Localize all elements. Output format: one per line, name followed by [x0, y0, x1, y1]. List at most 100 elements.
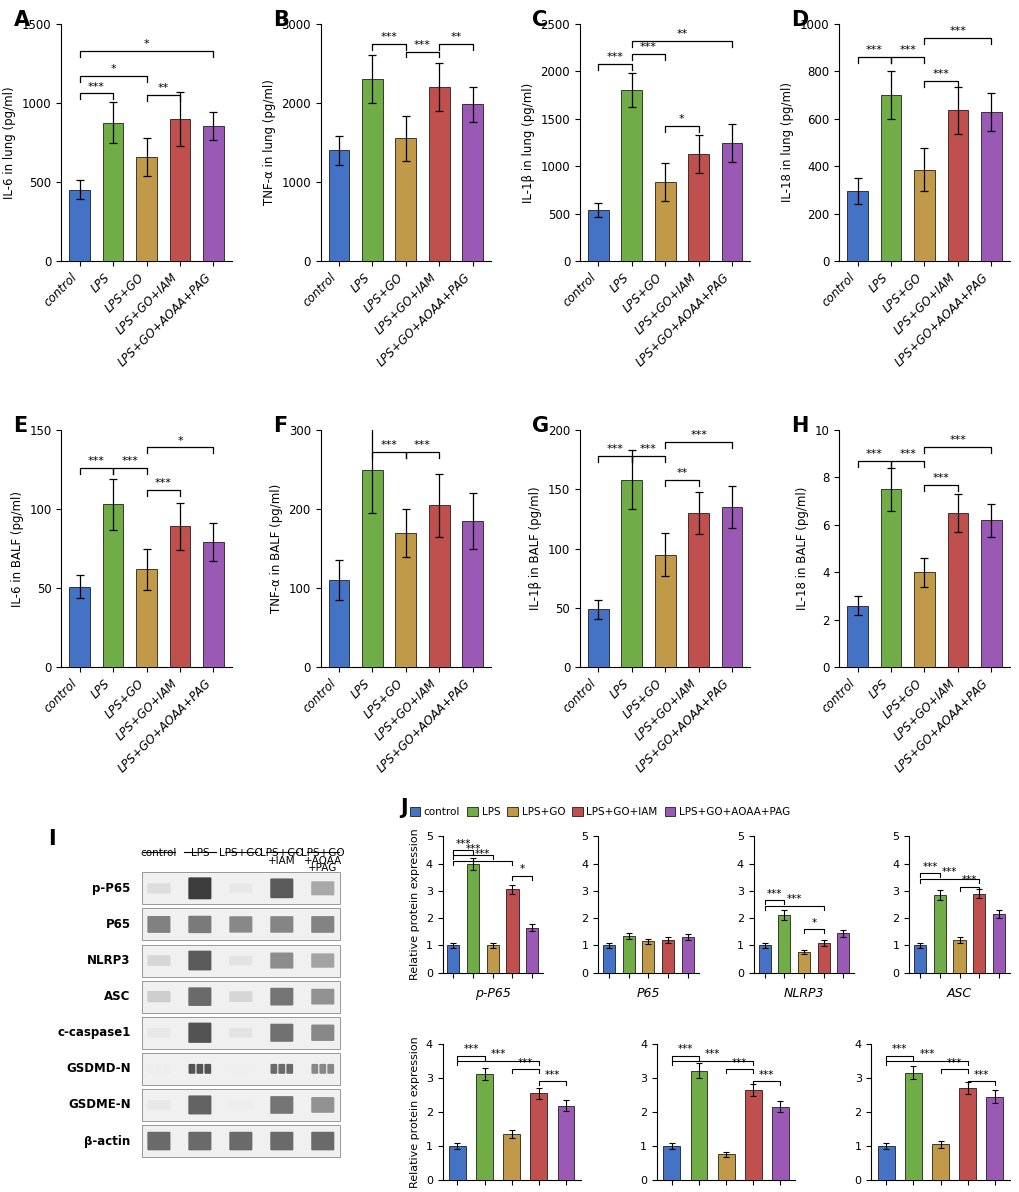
Text: H: H [791, 416, 808, 436]
Bar [662, 1146, 680, 1180]
Text: J: J [400, 797, 408, 818]
Bar [654, 554, 675, 668]
Text: ***: *** [704, 1049, 719, 1060]
Bar [688, 154, 708, 261]
FancyBboxPatch shape [229, 1131, 252, 1150]
FancyBboxPatch shape [327, 1064, 334, 1074]
Bar [103, 504, 123, 668]
Text: B: B [272, 10, 288, 30]
Bar [771, 1106, 788, 1180]
FancyBboxPatch shape [229, 956, 252, 966]
Bar [904, 1073, 921, 1180]
Text: ***: *** [766, 889, 782, 899]
Text: ***: *** [899, 45, 915, 55]
Bar [879, 490, 901, 668]
Text: F: F [272, 416, 286, 436]
Bar [690, 1070, 707, 1180]
Text: ***: *** [121, 457, 139, 466]
Bar [602, 945, 614, 973]
FancyBboxPatch shape [311, 954, 334, 968]
Bar [462, 105, 483, 261]
FancyBboxPatch shape [189, 987, 211, 1006]
Bar [136, 569, 157, 668]
FancyBboxPatch shape [147, 883, 170, 894]
Text: E: E [13, 416, 28, 436]
Bar [622, 936, 634, 973]
Text: control: control [141, 849, 177, 858]
Text: ***: *** [155, 478, 171, 489]
Bar [654, 182, 675, 261]
FancyBboxPatch shape [229, 917, 252, 932]
Legend: control, LPS, LPS+GO, LPS+GO+IAM, LPS+GO+AOAA+PAG: control, LPS, LPS+GO, LPS+GO+IAM, LPS+GO… [406, 803, 794, 821]
Bar [530, 1093, 547, 1180]
Text: LPS: LPS [191, 849, 209, 858]
FancyBboxPatch shape [311, 1097, 334, 1113]
FancyBboxPatch shape [147, 915, 170, 933]
Bar [328, 150, 348, 261]
Text: C: C [532, 10, 547, 30]
FancyBboxPatch shape [270, 1024, 293, 1042]
Bar [947, 513, 967, 668]
Text: ***: *** [455, 838, 471, 849]
Bar [395, 138, 416, 261]
Text: ***: *** [380, 32, 397, 42]
Bar [328, 581, 348, 668]
Text: c-caspase1: c-caspase1 [57, 1026, 130, 1039]
Text: ***: *** [865, 45, 881, 55]
Bar [505, 889, 518, 973]
Y-axis label: IL-18 in lung (pg/ml): IL-18 in lung (pg/ml) [781, 82, 794, 203]
FancyBboxPatch shape [142, 1017, 339, 1049]
Bar [879, 95, 901, 261]
Bar [557, 1106, 574, 1180]
Text: *: * [110, 64, 116, 74]
FancyBboxPatch shape [142, 873, 339, 905]
Text: LPS+GO: LPS+GO [260, 849, 304, 858]
FancyBboxPatch shape [142, 1053, 339, 1085]
FancyBboxPatch shape [311, 1064, 318, 1074]
FancyBboxPatch shape [189, 1095, 211, 1115]
FancyBboxPatch shape [204, 1064, 211, 1074]
FancyBboxPatch shape [270, 1064, 277, 1074]
Text: ***: *** [918, 1049, 933, 1060]
Text: ***: *** [465, 844, 480, 853]
FancyBboxPatch shape [155, 1064, 162, 1074]
Bar [395, 533, 416, 668]
Y-axis label: IL-6 in BALF (pg/ml): IL-6 in BALF (pg/ml) [10, 491, 23, 607]
FancyBboxPatch shape [229, 1028, 252, 1037]
Bar [203, 126, 223, 261]
Text: ***: *** [961, 875, 976, 886]
Bar [661, 940, 674, 973]
Bar [103, 123, 123, 261]
Text: **: ** [676, 468, 687, 478]
FancyBboxPatch shape [229, 1100, 252, 1110]
FancyBboxPatch shape [142, 1125, 339, 1157]
Y-axis label: TNF-α in lung (pg/ml): TNF-α in lung (pg/ml) [262, 80, 275, 205]
FancyBboxPatch shape [270, 988, 293, 1006]
FancyBboxPatch shape [270, 952, 293, 969]
Text: ***: *** [475, 850, 490, 859]
Bar [931, 1144, 948, 1180]
Bar [913, 572, 934, 668]
FancyBboxPatch shape [189, 1131, 211, 1150]
Bar [980, 112, 1001, 261]
Bar [467, 863, 479, 973]
FancyBboxPatch shape [311, 917, 334, 933]
FancyBboxPatch shape [286, 1064, 292, 1074]
FancyBboxPatch shape [270, 879, 293, 899]
Text: ***: *** [639, 42, 656, 52]
FancyBboxPatch shape [163, 1064, 170, 1074]
Text: GSDME-N: GSDME-N [68, 1099, 130, 1111]
Bar [429, 87, 449, 261]
Bar [169, 527, 191, 668]
FancyBboxPatch shape [142, 908, 339, 940]
Bar [429, 505, 449, 668]
Bar [877, 1146, 894, 1180]
FancyBboxPatch shape [189, 877, 211, 899]
Bar [621, 480, 641, 668]
Text: ***: *** [786, 894, 801, 905]
Text: ***: *** [677, 1044, 693, 1054]
Bar [837, 933, 849, 973]
Text: ***: *** [949, 435, 965, 445]
FancyBboxPatch shape [311, 1025, 334, 1041]
Y-axis label: TNF-α in BALF (pg/ml): TNF-α in BALF (pg/ml) [270, 484, 282, 613]
